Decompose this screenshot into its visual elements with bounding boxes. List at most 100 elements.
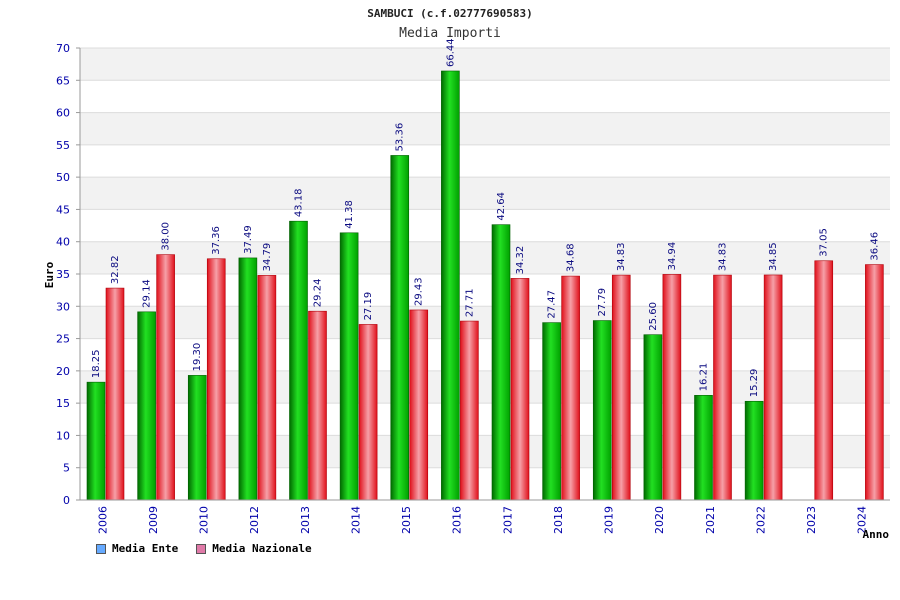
bar-media-nazionale — [105, 287, 125, 501]
bar-media-nazionale — [156, 254, 175, 501]
bar-media-ente — [86, 381, 106, 501]
plot-band — [80, 144, 890, 178]
bar-media-nazionale — [510, 278, 530, 501]
data-label: 34.68 — [566, 243, 577, 272]
data-label: 34.83 — [616, 242, 627, 271]
y-tick-labels: 0 5 10 15 20 25 30 35 40 45 50 55 60 65 70 — [56, 42, 70, 507]
x-tick-label: 2017 — [501, 506, 514, 534]
data-label: 66.44 — [445, 38, 456, 67]
bar-media-ente — [137, 311, 156, 501]
bar-media-ente — [542, 322, 561, 501]
chart-title: SAMBUCI (c.f.02777690583) — [367, 7, 533, 20]
bar-media-nazionale — [358, 324, 378, 501]
legend: Media Ente Media Nazionale — [96, 542, 312, 555]
data-label: 29.14 — [142, 279, 153, 308]
chart-subtitle: Media Importi — [399, 26, 501, 41]
data-label: 15.29 — [749, 369, 760, 398]
x-tick-label: 2019 — [603, 506, 616, 534]
x-tick-label: 2012 — [248, 506, 261, 534]
x-tick-labels: 2006 2009 2010 2012 2013 2014 2015 2016 2017 2018… — [96, 506, 868, 534]
bar-media-nazionale — [865, 264, 884, 501]
x-tick-label: 2013 — [299, 506, 312, 534]
data-label: 34.85 — [768, 242, 779, 271]
plot-band — [80, 209, 890, 242]
bar-media-nazionale — [814, 260, 834, 501]
data-label: 37.36 — [211, 226, 222, 255]
y-tick-label: 20 — [56, 365, 70, 378]
plot-band — [80, 177, 890, 210]
y-tick-label: 25 — [56, 333, 70, 346]
data-label: 27.71 — [464, 288, 475, 317]
x-tick-label: 2015 — [400, 506, 413, 534]
bar-media-nazionale — [409, 309, 429, 501]
bar-media-ente — [289, 220, 308, 501]
data-label: 41.38 — [344, 200, 355, 229]
data-label: 19.30 — [192, 343, 203, 372]
bar-media-ente — [694, 395, 713, 501]
y-tick-label: 40 — [56, 236, 70, 249]
y-tick-label: 10 — [56, 429, 70, 442]
x-tick-label: 2009 — [147, 506, 160, 534]
data-label: 25.60 — [648, 302, 659, 331]
bar-media-ente — [390, 155, 410, 501]
bar-media-ente — [441, 70, 460, 501]
plot-band — [80, 112, 890, 145]
bar-media-ente — [238, 257, 258, 501]
x-tick-label: 2020 — [653, 506, 666, 534]
y-tick-label: 30 — [56, 300, 70, 313]
bar-media-nazionale — [611, 274, 631, 501]
bar-media-nazionale — [308, 310, 327, 501]
bar-media-nazionale — [662, 274, 682, 501]
data-label: 37.05 — [819, 228, 830, 257]
y-tick-label: 50 — [56, 171, 70, 184]
data-label: 34.83 — [718, 242, 729, 271]
x-tick-label: 2021 — [704, 506, 717, 534]
legend-swatch-media-nazionale — [196, 543, 207, 554]
x-tick-label: 2018 — [552, 506, 565, 534]
y-tick-label: 5 — [63, 462, 70, 475]
x-axis-label: Anno — [863, 528, 890, 541]
data-label: 36.46 — [869, 232, 880, 261]
y-tick-label: 60 — [56, 107, 70, 120]
data-label: 27.79 — [597, 288, 608, 317]
bar-media-ente — [339, 232, 359, 501]
bar-media-ente — [491, 224, 511, 501]
plot-band — [80, 48, 890, 81]
y-tick-label: 35 — [56, 268, 70, 281]
legend-label-media-nazionale: Media Nazionale — [212, 542, 312, 555]
bar-media-ente — [592, 320, 612, 501]
bars: 18.25 32.82 29.14 38.00 19.30 37.36 37.49 34.79… — [86, 38, 884, 501]
y-tick-label: 55 — [56, 139, 70, 152]
x-tick-label: 2014 — [349, 506, 362, 534]
data-label: 27.19 — [363, 292, 374, 321]
data-label: 18.25 — [91, 350, 102, 379]
x-tick-label: 2010 — [198, 506, 211, 534]
legend-label-media-ente: Media Ente — [112, 542, 179, 555]
legend-swatch-media-ente — [96, 543, 106, 554]
legend-item-media-ente: Media Ente — [96, 542, 178, 555]
bar-media-nazionale — [763, 274, 783, 501]
y-axis-label: Euro — [43, 261, 56, 288]
x-tick-label: 2016 — [451, 506, 464, 534]
data-label: 53.36 — [395, 123, 406, 152]
y-tick-label: 0 — [63, 494, 70, 507]
data-label: 34.32 — [515, 246, 526, 275]
data-label: 32.82 — [110, 255, 121, 284]
bar-media-ente — [187, 375, 207, 501]
data-label: 29.24 — [313, 279, 324, 308]
data-label: 34.79 — [262, 243, 273, 272]
y-tick-label: 15 — [56, 397, 70, 410]
bar-media-nazionale — [257, 275, 277, 501]
y-tick-label: 70 — [56, 42, 70, 55]
data-label: 27.47 — [547, 290, 558, 319]
data-label: 43.18 — [294, 189, 305, 218]
data-label: 34.94 — [667, 242, 678, 271]
bar-media-ente — [744, 400, 764, 501]
legend-item-media-nazionale: Media Nazionale — [196, 542, 312, 555]
plot-band — [80, 80, 890, 113]
bar-media-nazionale — [206, 258, 226, 501]
bar-media-ente — [643, 334, 663, 501]
x-tick-label: 2023 — [805, 506, 818, 534]
x-tick-label: 2024 — [856, 506, 869, 534]
